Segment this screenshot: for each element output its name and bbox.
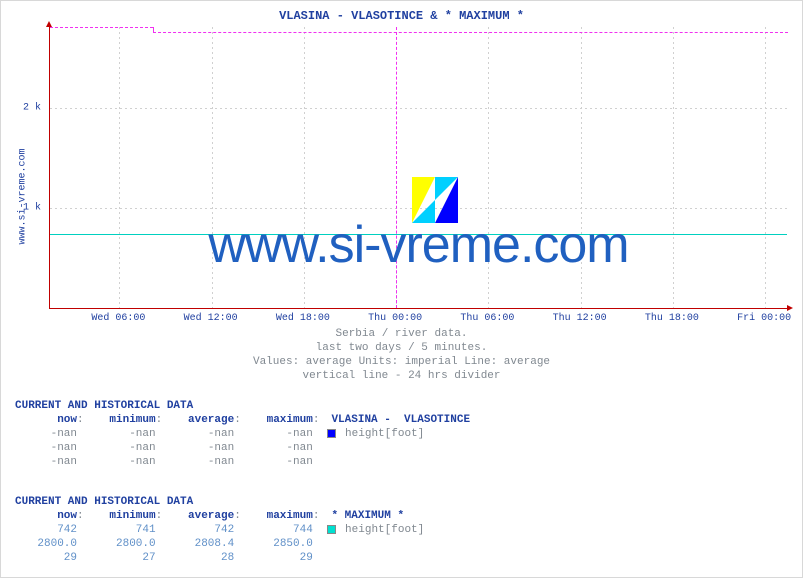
data-row: -nan -nan -nan -nan xyxy=(15,455,470,469)
chart-title: VLASINA - VLASOTINCE & * MAXIMUM * xyxy=(1,9,802,23)
data-row: 742 741 742 744 height[foot] xyxy=(15,523,424,537)
x-tick-label: Fri 00:00 xyxy=(737,313,791,324)
x-tick-label: Wed 18:00 xyxy=(276,313,330,324)
x-tick-label: Thu 00:00 xyxy=(368,313,422,324)
y-axis-label: www.si-vreme.com xyxy=(18,137,29,257)
data-column-header: now:minimum:average:maximum:VLASINA - VL… xyxy=(15,413,470,427)
x-tick-label: Wed 06:00 xyxy=(91,313,145,324)
max-envelope-step xyxy=(153,27,154,32)
hgrid-line xyxy=(50,108,787,109)
data-block: CURRENT AND HISTORICAL DATAnow:minimum:a… xyxy=(15,399,470,469)
plot-area: www.si-vreme.com xyxy=(49,27,787,309)
y-tick-label: 2 k xyxy=(1,102,41,113)
data-row: 2800.0 2800.0 2808.4 2850.0 xyxy=(15,537,424,551)
x-tick-label: Thu 06:00 xyxy=(460,313,514,324)
y-tick-label: 1 k xyxy=(1,203,41,214)
watermark-text: www.si-vreme.com xyxy=(50,215,787,275)
unit-label: height[foot] xyxy=(338,524,424,536)
x-tick-label: Thu 12:00 xyxy=(553,313,607,324)
chart-container: VLASINA - VLASOTINCE & * MAXIMUM * www.s… xyxy=(0,0,803,578)
data-block-header: CURRENT AND HISTORICAL DATA xyxy=(15,399,470,413)
series-name: VLASINA - VLASOTINCE xyxy=(331,414,470,426)
subtitle-line: vertical line - 24 hrs divider xyxy=(1,369,802,383)
max-envelope-line xyxy=(50,27,153,28)
x-tick-label: Thu 18:00 xyxy=(645,313,699,324)
series-name: * MAXIMUM * xyxy=(331,510,404,522)
unit-label: height[foot] xyxy=(338,428,424,440)
max-envelope-line xyxy=(153,32,788,33)
data-block-header: CURRENT AND HISTORICAL DATA xyxy=(15,495,424,509)
subtitle-line: Serbia / river data. xyxy=(1,327,802,341)
x-axis-arrow xyxy=(787,305,793,311)
subtitle-line: Values: average Units: imperial Line: av… xyxy=(1,355,802,369)
data-row: -nan -nan -nan -nan height[foot] xyxy=(15,427,470,441)
data-row: -nan -nan -nan -nan xyxy=(15,441,470,455)
data-row: 29 27 28 29 xyxy=(15,551,424,565)
data-column-header: now:minimum:average:maximum:* MAXIMUM * xyxy=(15,509,424,523)
x-tick-label: Wed 12:00 xyxy=(184,313,238,324)
subtitle-block: Serbia / river data. last two days / 5 m… xyxy=(1,327,802,383)
legend-swatch xyxy=(327,525,336,534)
legend-swatch xyxy=(327,429,336,438)
subtitle-line: last two days / 5 minutes. xyxy=(1,341,802,355)
data-block: CURRENT AND HISTORICAL DATAnow:minimum:a… xyxy=(15,495,424,565)
